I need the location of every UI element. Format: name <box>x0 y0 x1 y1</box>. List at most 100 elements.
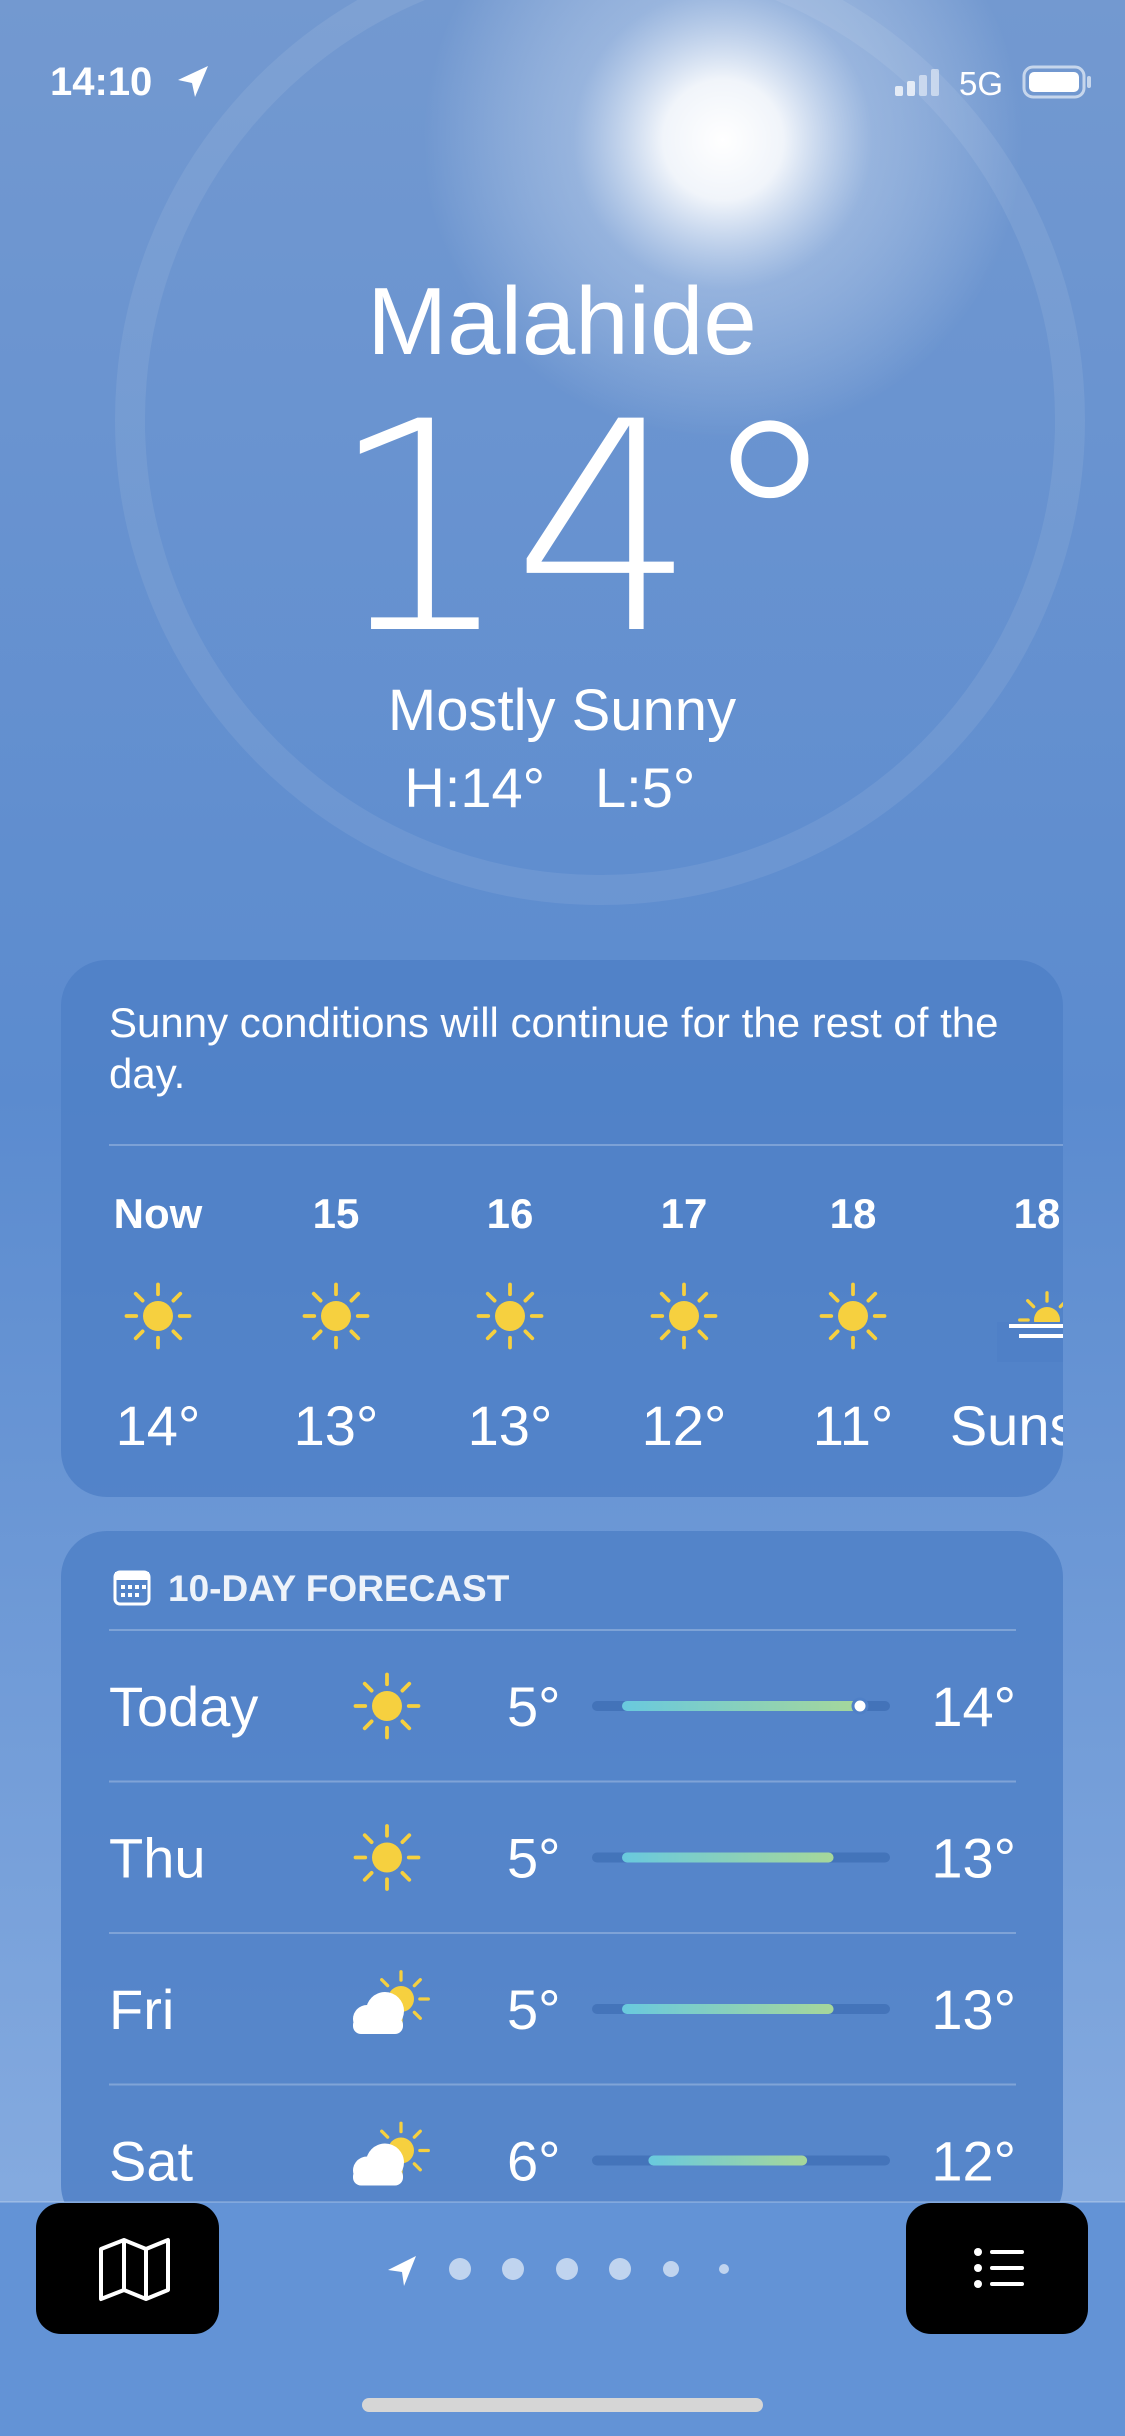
ray <box>380 2129 390 2139</box>
day-row: Thu 5° 13° <box>109 1824 1016 1891</box>
low-temp: 5° <box>507 1675 561 1738</box>
high-temp: 13° <box>931 1978 1016 2041</box>
sun <box>124 1282 192 1350</box>
forecast-list: Today 5° 14° Thu 5° 13° Fri 5° 13° Sat 6° 12° <box>109 1629 1016 2193</box>
calendar-icon <box>113 1570 151 1606</box>
hour-time: 17 <box>661 1190 708 1237</box>
current-dot <box>851 1697 869 1715</box>
low-temp: 5° <box>507 1827 561 1890</box>
location-arrow <box>178 66 208 97</box>
low: L:5° <box>595 756 695 819</box>
ray <box>1026 1299 1036 1309</box>
list-button[interactable] <box>906 2203 1088 2334</box>
high-temp: 12° <box>931 2130 1016 2193</box>
sun <box>476 1282 544 1350</box>
sun <box>650 1282 718 1350</box>
range-bar <box>622 2004 834 2014</box>
sun-disc <box>372 1842 402 1873</box>
ray <box>412 2129 422 2139</box>
high-temp: 13° <box>931 1827 1016 1890</box>
ray <box>412 2010 422 2020</box>
hour-temp: 14° <box>116 1394 201 1457</box>
high: H:14° <box>404 756 545 819</box>
day: Fri <box>109 1978 174 2041</box>
hour-time: 18 <box>1014 1190 1061 1237</box>
cloud-part <box>353 2017 403 2034</box>
day-row: Fri 5° 13° <box>109 1970 1016 2041</box>
forecast-card <box>61 1531 1063 2231</box>
ray <box>362 1719 374 1731</box>
hour-time: 18 <box>830 1190 877 1237</box>
ray <box>866 1329 878 1341</box>
ray <box>523 1291 535 1303</box>
ray <box>400 1681 412 1693</box>
hour-temp: 13° <box>294 1394 379 1457</box>
signal <box>895 69 939 96</box>
sun <box>353 1824 421 1891</box>
day-row: Sat 6° 12° <box>109 2121 1016 2193</box>
sunset <box>997 1291 1063 1362</box>
hour-temp: 11° <box>813 1394 894 1457</box>
cloud <box>353 1992 404 2034</box>
day: Today <box>109 1675 258 1738</box>
sun-disc <box>321 1301 351 1331</box>
ray <box>828 1291 840 1303</box>
status-bar: 14:10 5G <box>50 60 1091 104</box>
sun-disc <box>372 1691 402 1721</box>
hour: Now 14° <box>114 1190 203 1457</box>
hour-temp: 13° <box>468 1394 553 1457</box>
sun-disc <box>838 1301 868 1331</box>
time: 14:10 <box>50 60 152 104</box>
ray <box>400 1719 412 1731</box>
sun-disc <box>143 1301 173 1331</box>
ray <box>349 1291 361 1303</box>
range-bar <box>622 1701 860 1711</box>
ray <box>485 1291 497 1303</box>
range-bar <box>648 2155 808 2166</box>
ray <box>659 1329 671 1341</box>
ray <box>311 1291 323 1303</box>
low-temp: 6° <box>507 2130 561 2193</box>
hourly-card <box>61 960 1063 1497</box>
sun <box>302 1282 370 1350</box>
ray <box>171 1291 183 1303</box>
ray <box>400 1833 412 1844</box>
horizon-mask <box>997 1322 1063 1362</box>
condition: Mostly Sunny <box>388 678 736 743</box>
ray <box>866 1291 878 1303</box>
day-row: Today 5° 14° <box>109 1672 1016 1740</box>
ray <box>400 1871 412 1882</box>
day: Sat <box>109 2130 193 2193</box>
sun-disc <box>495 1301 525 1331</box>
hour-time: 16 <box>487 1190 534 1237</box>
ray <box>349 1329 361 1341</box>
sun-glow <box>0 0 1125 900</box>
low-temp: 5° <box>507 1978 561 2041</box>
hour-temp: 12° <box>642 1394 727 1457</box>
ray <box>171 1329 183 1341</box>
map-button[interactable] <box>36 2203 219 2334</box>
hour: 18 11° <box>813 1190 894 1457</box>
hour: 15 13° <box>294 1190 379 1457</box>
page-indicator[interactable] <box>388 2256 729 2286</box>
ray <box>311 1329 323 1341</box>
hour-time: Now <box>114 1190 203 1237</box>
ray <box>697 1329 709 1341</box>
hourly-list: Now 14° 15 13° 16 13° 17 12° 18 11° 18 Sunset <box>114 1190 1063 1457</box>
ray <box>412 1978 422 1988</box>
battery-level <box>1029 72 1079 92</box>
halo <box>115 0 1085 905</box>
ray <box>362 1871 374 1882</box>
ray <box>485 1329 497 1341</box>
forecast-title: 10-DAY FORECAST <box>168 1568 510 1609</box>
home-indicator <box>362 2398 763 2412</box>
ray <box>380 1978 390 1988</box>
ray <box>659 1291 671 1303</box>
high-temp: 14° <box>931 1675 1016 1738</box>
hour-time: 15 <box>313 1190 360 1237</box>
hour: 16 13° <box>468 1190 553 1457</box>
ray <box>412 2162 422 2172</box>
cloud <box>353 2143 404 2186</box>
